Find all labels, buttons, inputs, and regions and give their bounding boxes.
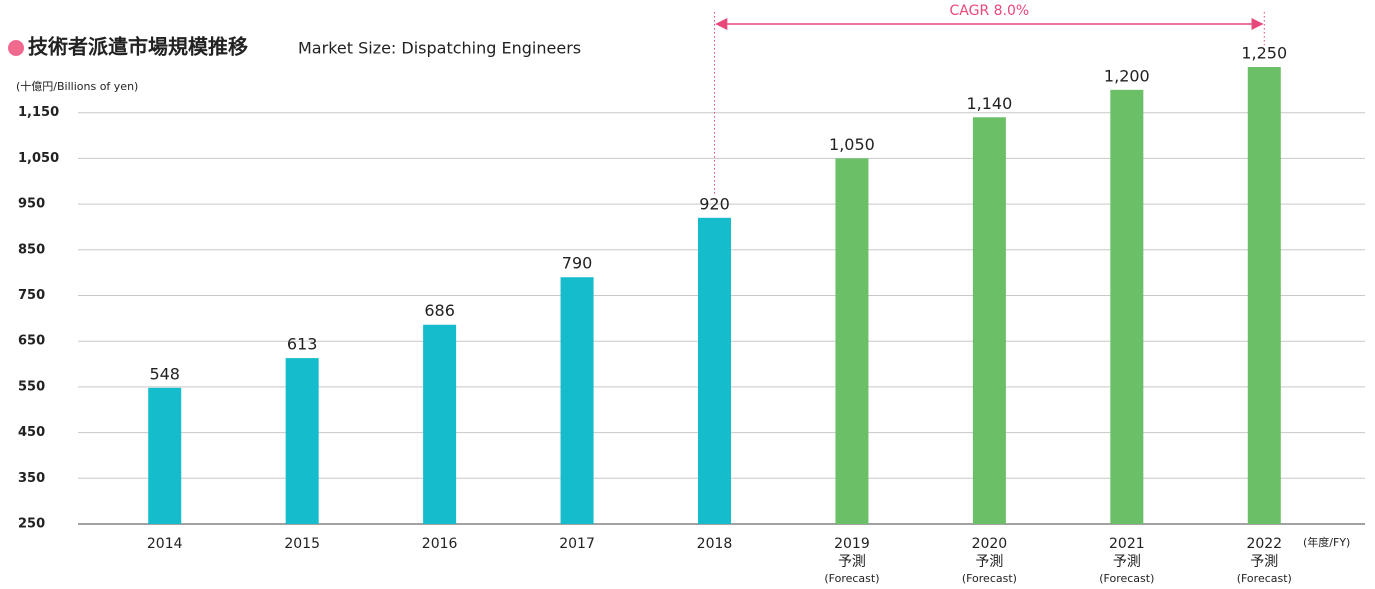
bar (972, 117, 1006, 525)
bar (148, 387, 182, 524)
x-tick-label: 2014 (147, 536, 183, 552)
forecast-sublabel: (Forecast) (1237, 572, 1292, 585)
y-tick-label: 250 (18, 517, 45, 532)
forecast-label: 予測 (1250, 554, 1278, 570)
x-tick-label: 2018 (697, 536, 733, 552)
x-axis-label: (年度/FY) (1303, 535, 1350, 549)
y-tick-label: 550 (18, 379, 45, 394)
value-label: 686 (424, 301, 455, 320)
bar (423, 324, 457, 524)
forecast-sublabel: (Forecast) (1099, 572, 1154, 585)
y-tick-label: 950 (18, 197, 45, 212)
bar (285, 358, 319, 524)
annotation: CAGR 8.0% (950, 3, 1030, 19)
y-tick-label: 650 (18, 334, 45, 349)
y-tick-label: 450 (18, 425, 45, 440)
x-tick-label: 2017 (559, 536, 595, 552)
x-tick-label: 2022 (1246, 536, 1282, 552)
value-label: 1,140 (966, 94, 1012, 113)
value-label: 1,050 (829, 135, 875, 154)
value-label: 920 (699, 194, 730, 213)
bar (560, 277, 594, 524)
value-label: 613 (287, 335, 318, 354)
value-label: 1,250 (1241, 44, 1287, 63)
x-tick-label: 2019 (834, 536, 870, 552)
forecast-label: 予測 (838, 554, 866, 570)
x-tick-label: 2021 (1109, 536, 1145, 552)
bar (1247, 67, 1281, 524)
y-tick-label: 750 (18, 288, 45, 303)
y-tick-label: 350 (18, 471, 45, 486)
chart-subtitle: Market Size: Dispatching Engineers (298, 39, 581, 58)
forecast-sublabel: (Forecast) (824, 572, 879, 585)
x-tick-label: 2020 (972, 536, 1008, 552)
chart-title: 技術者派遣市場規模推移 (28, 35, 248, 59)
bar (835, 158, 869, 524)
value-label: 548 (149, 364, 180, 383)
y-tick-label: 850 (18, 242, 45, 257)
forecast-label: 予測 (975, 554, 1003, 570)
value-label: 1,200 (1104, 66, 1150, 85)
y-tick-label: 1,050 (18, 151, 59, 166)
y-axis-label: (十億円/Billions of yen) (16, 79, 138, 93)
forecast-sublabel: (Forecast) (962, 572, 1017, 585)
x-tick-label: 2015 (284, 536, 320, 552)
x-tick-label: 2016 (422, 536, 458, 552)
forecast-label: 予測 (1113, 554, 1141, 570)
title-bullet (8, 40, 24, 56)
value-label: 790 (562, 254, 593, 273)
y-tick-label: 1,150 (18, 105, 59, 120)
bar (1110, 89, 1144, 524)
bar (698, 217, 731, 524)
